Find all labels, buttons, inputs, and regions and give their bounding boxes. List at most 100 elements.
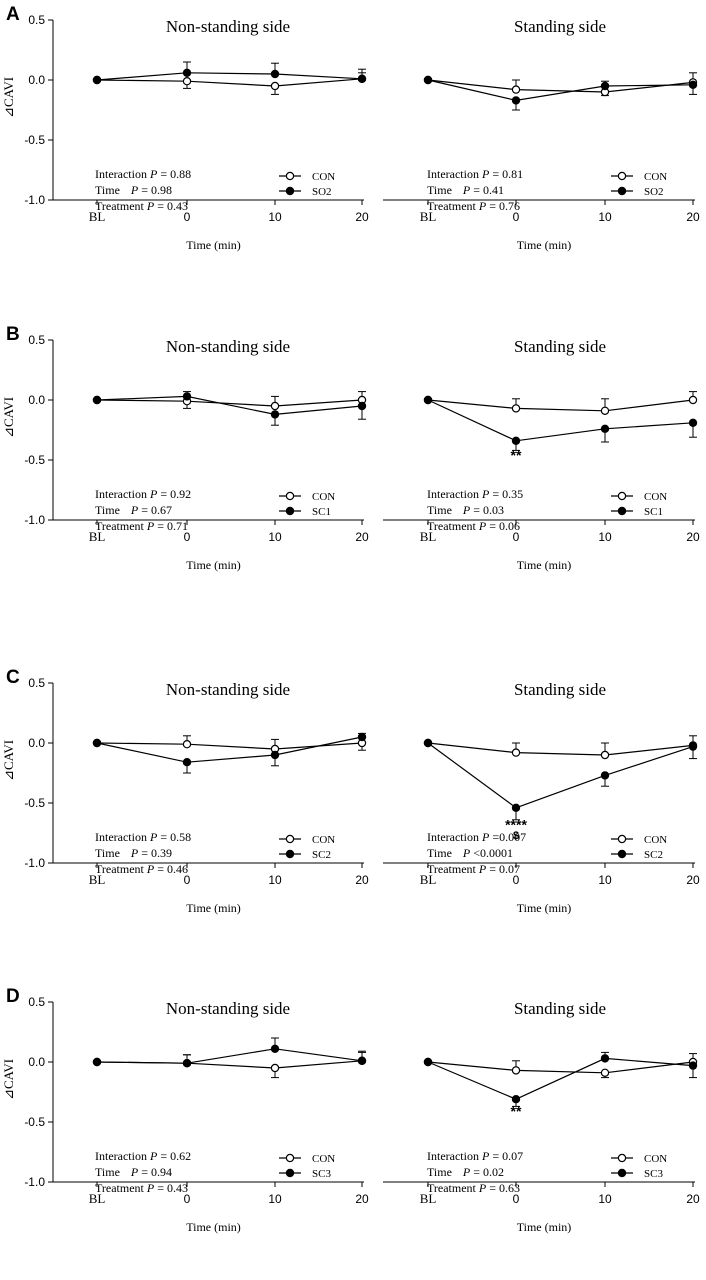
stat-line: Time P = 0.67 bbox=[95, 503, 172, 517]
series-markers-sc3 bbox=[92, 1044, 367, 1068]
x-tick-label: 20 bbox=[686, 210, 700, 224]
stat-line: Time P = 0.41 bbox=[427, 183, 504, 197]
stat-p: P bbox=[130, 183, 139, 197]
x-tick-label: BL bbox=[89, 872, 106, 887]
data-point bbox=[182, 758, 192, 767]
stat-p: P bbox=[149, 487, 158, 501]
stat-value: = 0.35 bbox=[492, 487, 523, 501]
x-tick-label: 10 bbox=[598, 210, 612, 224]
series-con bbox=[427, 1053, 697, 1079]
subplot-title: Standing side bbox=[514, 17, 606, 36]
legend-marker bbox=[617, 186, 627, 196]
data-point bbox=[600, 771, 610, 780]
data-point bbox=[270, 69, 280, 79]
legend-marker bbox=[617, 1153, 627, 1163]
data-point bbox=[600, 1054, 610, 1063]
y-tick-label: 0.0 bbox=[28, 736, 45, 750]
data-point bbox=[182, 392, 192, 401]
panel-b: B ⊿CAVI Non-standing side 0.5 0.0 -0.5 -1.0 BL 0… bbox=[1, 324, 700, 572]
legend-entry-con: CON bbox=[611, 834, 667, 846]
stat-p: P bbox=[462, 846, 471, 860]
stat-line: Interaction P = 0.92 bbox=[95, 487, 191, 501]
stat-value: = 0.76 bbox=[489, 199, 520, 213]
stat-line: Time P = 0.03 bbox=[427, 503, 504, 517]
stat-line: Interaction P =0.007 bbox=[427, 830, 526, 844]
x-tick-label: 0 bbox=[184, 530, 191, 544]
stat-p: P bbox=[481, 487, 490, 501]
panel-d: D ⊿CAVI Non-standing side 0.5 0.0 -0.5 -1.0 BL 0… bbox=[1, 986, 700, 1234]
series-markers-sc2 bbox=[423, 738, 698, 813]
x-tick-label: 0 bbox=[184, 210, 191, 224]
x-tick-label: BL bbox=[89, 1191, 106, 1206]
stat-label: Interaction bbox=[95, 1149, 150, 1163]
stat-p: P bbox=[481, 167, 490, 181]
significance-mark: **** bbox=[505, 816, 527, 832]
data-point bbox=[511, 748, 521, 757]
stat-p: P bbox=[481, 1149, 490, 1163]
x-tick-label: BL bbox=[420, 209, 437, 224]
y-axis-label: ⊿CAVI bbox=[1, 1059, 16, 1100]
stat-label: Treatment bbox=[427, 862, 479, 876]
stat-p: P bbox=[146, 862, 155, 876]
data-point bbox=[92, 738, 102, 748]
legend-entry-con: CON bbox=[611, 1153, 667, 1165]
legend-entry-sc3: SC3 bbox=[279, 1168, 331, 1180]
legend-marker bbox=[617, 506, 627, 516]
x-tick-label: 10 bbox=[268, 210, 282, 224]
data-point bbox=[182, 1058, 192, 1068]
series-line bbox=[427, 1061, 694, 1074]
data-point bbox=[688, 80, 698, 90]
series-line bbox=[427, 399, 694, 412]
series-con bbox=[96, 72, 366, 95]
series-line bbox=[96, 72, 363, 81]
stat-value: = 0.46 bbox=[157, 862, 188, 876]
stat-line: Interaction P = 0.35 bbox=[427, 487, 523, 501]
series-sc2 bbox=[427, 742, 697, 821]
panel-c: C ⊿CAVI Non-standing side 0.5 0.0 -0.5 -1.0 BL 0… bbox=[1, 667, 700, 915]
x-tick-label: 20 bbox=[686, 530, 700, 544]
stat-p: P bbox=[462, 1165, 471, 1179]
y-axis-label: ⊿CAVI bbox=[1, 397, 16, 438]
x-tick-label: BL bbox=[89, 209, 106, 224]
stat-p: P bbox=[149, 830, 158, 844]
data-point bbox=[688, 418, 698, 427]
stat-label: Time bbox=[95, 846, 123, 860]
panel-label: A bbox=[6, 4, 20, 25]
legend-marker bbox=[285, 491, 295, 501]
legend-marker bbox=[285, 186, 295, 196]
series-so2 bbox=[96, 61, 366, 81]
x-tick-label: 0 bbox=[184, 1192, 191, 1206]
stat-p: P bbox=[478, 199, 487, 213]
data-point bbox=[600, 750, 610, 760]
legend-label: SO2 bbox=[312, 186, 332, 198]
data-point bbox=[182, 68, 192, 78]
legend-label: SC2 bbox=[312, 849, 331, 861]
legend-entry-so2: SO2 bbox=[279, 186, 332, 198]
stat-value: = 0.94 bbox=[141, 1165, 172, 1179]
stat-value: = 0.07 bbox=[492, 1149, 523, 1163]
stat-value: = 0.06 bbox=[489, 519, 520, 533]
x-tick-label: 10 bbox=[598, 873, 612, 887]
stat-label: Interaction bbox=[427, 1149, 482, 1163]
legend-entry-sc3: SC3 bbox=[611, 1168, 663, 1180]
legend-marker bbox=[617, 171, 627, 181]
x-tick-label: 10 bbox=[268, 1192, 282, 1206]
x-tick-label: 20 bbox=[686, 1192, 700, 1206]
y-axis-label: ⊿CAVI bbox=[1, 740, 16, 781]
stat-p: P bbox=[130, 846, 139, 860]
stat-line: Treatment P = 0.71 bbox=[95, 519, 188, 533]
stat-line: Treatment P = 0.76 bbox=[427, 199, 520, 213]
data-point bbox=[423, 75, 433, 85]
stat-p: P bbox=[146, 199, 155, 213]
y-tick-label: -0.5 bbox=[24, 453, 45, 467]
series-line bbox=[96, 736, 363, 763]
subplot-title: Standing side bbox=[514, 999, 606, 1018]
stat-label: Interaction bbox=[95, 830, 150, 844]
stat-value: = 0.39 bbox=[141, 846, 172, 860]
stat-line: Interaction P = 0.81 bbox=[427, 167, 523, 181]
stat-line: Treatment P = 0.06 bbox=[427, 519, 520, 533]
legend-label: CON bbox=[312, 1153, 335, 1165]
stat-line: Treatment P = 0.43 bbox=[95, 199, 188, 213]
stat-line: Time P <0.0001 bbox=[427, 846, 513, 860]
x-axis-label: Time (min) bbox=[517, 901, 572, 915]
